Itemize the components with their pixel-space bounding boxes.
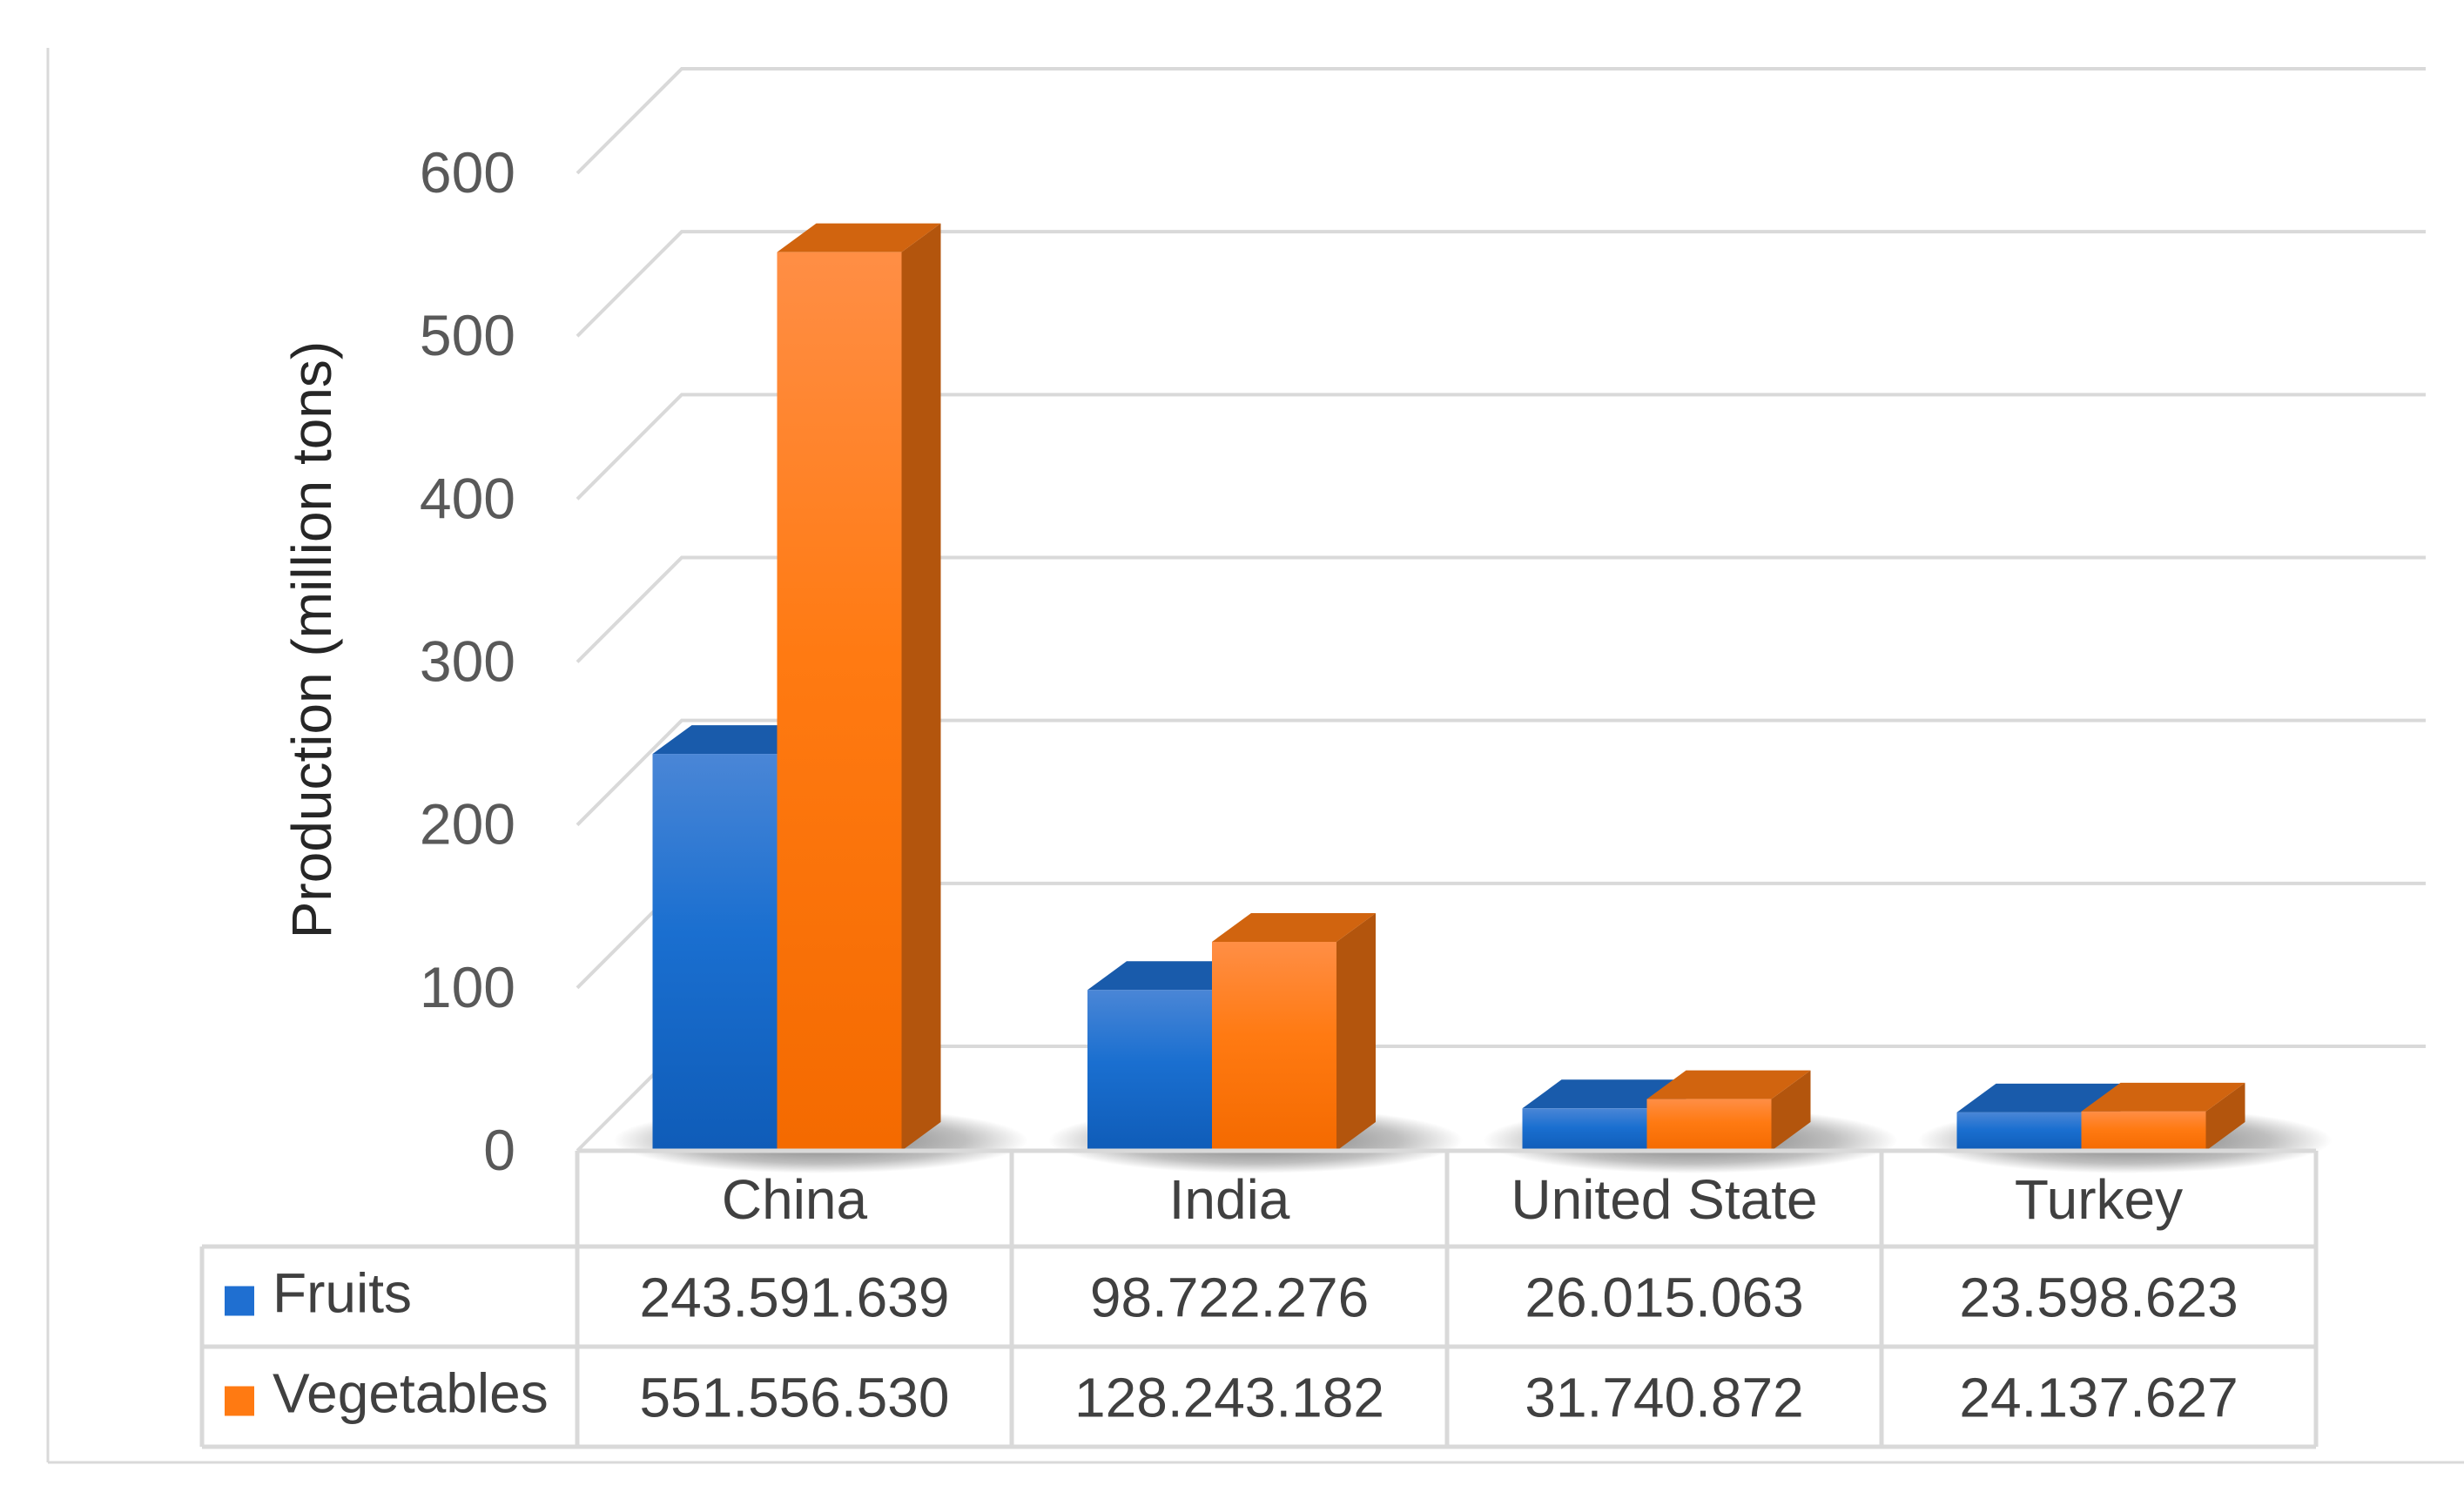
data-table-value: 551.556.530 bbox=[640, 1367, 950, 1429]
bar-front bbox=[1522, 1108, 1647, 1151]
bar-front bbox=[777, 252, 902, 1151]
bar-front bbox=[652, 754, 778, 1151]
data-table-value: 98.722.276 bbox=[1090, 1267, 1369, 1329]
legend-label: Fruits bbox=[273, 1262, 412, 1325]
bar-front bbox=[1646, 1099, 1772, 1151]
bar-side bbox=[2205, 1082, 2245, 1151]
bar-side bbox=[1771, 1070, 1811, 1151]
bar-side bbox=[901, 223, 941, 1151]
y-tick-label: 200 bbox=[420, 792, 515, 857]
y-tick-label: 600 bbox=[420, 140, 515, 205]
gridline bbox=[576, 718, 2426, 827]
data-table-value: 128.243.182 bbox=[1074, 1367, 1384, 1429]
y-axis-title-group: Production (million tons) bbox=[280, 341, 343, 939]
chart-frame bbox=[46, 48, 2464, 1464]
bar-front bbox=[1087, 990, 1212, 1151]
legend-swatch bbox=[225, 1386, 254, 1416]
y-axis-ticks: 0 100 200 300 400 500 600 bbox=[420, 140, 515, 1182]
bar-top bbox=[2081, 1082, 2245, 1112]
x-tick-label: China bbox=[722, 1168, 868, 1231]
x-tick-label: India bbox=[1169, 1168, 1290, 1231]
bars bbox=[652, 223, 2245, 1151]
bar-front bbox=[2081, 1111, 2206, 1151]
gridline bbox=[576, 230, 2426, 338]
gridline bbox=[576, 555, 2426, 663]
y-tick-label: 0 bbox=[483, 1118, 515, 1182]
bar-side bbox=[1336, 912, 1376, 1151]
y-tick-label: 100 bbox=[420, 955, 515, 1019]
x-tick-label: United State bbox=[1511, 1168, 1817, 1231]
bar-top bbox=[652, 725, 817, 755]
bar-vegetables-china bbox=[777, 223, 941, 1151]
bar-front bbox=[1212, 941, 1336, 1151]
data-table-value: 31.740.872 bbox=[1525, 1367, 1803, 1429]
bar-top bbox=[1646, 1070, 1811, 1099]
bar-top bbox=[1212, 912, 1376, 942]
data-table-value: 24.137.627 bbox=[1959, 1367, 2238, 1429]
x-tick-label: Turkey bbox=[2015, 1168, 2183, 1231]
legend-label: Vegetables bbox=[273, 1362, 549, 1425]
data-table-value: 23.598.623 bbox=[1959, 1267, 2238, 1329]
bar-top bbox=[777, 223, 941, 252]
gridline bbox=[576, 67, 2426, 175]
bar-vegetables-turkey bbox=[2081, 1082, 2245, 1151]
bar-top bbox=[1087, 961, 1251, 991]
y-tick-label: 400 bbox=[420, 466, 515, 530]
bar-front bbox=[1956, 1112, 2082, 1151]
y-tick-label: 500 bbox=[420, 303, 515, 367]
data-table-value: 243.591.639 bbox=[640, 1267, 950, 1329]
bar-top bbox=[1956, 1083, 2121, 1112]
gridline bbox=[576, 393, 2426, 501]
legend-swatch bbox=[225, 1286, 254, 1316]
y-tick-label: 300 bbox=[420, 629, 515, 694]
bar-vegetables-india bbox=[1212, 912, 1376, 1151]
data-table-value: 26.015.063 bbox=[1525, 1267, 1803, 1329]
data-table: China India United State Turkey Fruits 243.59… bbox=[199, 1148, 2319, 1449]
bar-vegetables-united-state bbox=[1646, 1070, 1811, 1151]
y-axis-title: Production (million tons) bbox=[280, 341, 343, 939]
bar-top bbox=[1522, 1079, 1686, 1109]
gridlines bbox=[576, 67, 2426, 1153]
